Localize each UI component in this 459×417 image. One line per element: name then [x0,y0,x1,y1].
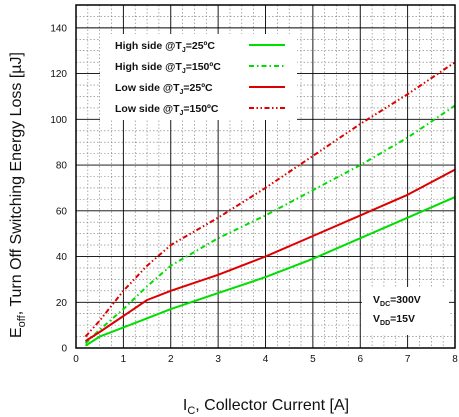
x-tick-label: 7 [405,354,411,365]
y-tick-label: 0 [61,344,67,355]
condition-label: VDD=15V [373,313,415,327]
x-tick-label: 5 [310,354,316,365]
y-tick-label: 60 [56,206,68,217]
legend-label: High side @TJ=150ºC [115,61,221,75]
legend-label: Low side @TJ=150ºC [115,103,219,117]
y-tick-label: 20 [56,298,68,309]
x-tick-label: 4 [263,354,269,365]
x-tick-label: 0 [73,354,79,365]
y-tick-label: 120 [50,69,67,80]
tick-labels: 0 20 40 60 80 100 120 140 0 1 2 3 4 5 6 7 8 [50,23,458,365]
legend-box [100,34,297,120]
x-axis-title: IC, Collector Current [A] [183,397,349,417]
series-line-4 [84,61,456,338]
condition-label: VDC=300V [373,294,421,308]
x-tick-label: 2 [168,354,174,365]
legend-label: Low side @TJ=25ºC [115,82,213,96]
x-tick-label: 3 [215,354,221,365]
series-lines [84,61,456,347]
x-tick-label: 8 [452,354,458,365]
series-line-1 [84,196,456,347]
conditions-box [362,287,449,335]
conditions-annotation: VDC=300V VDD=15V [362,287,449,335]
legend-label: High side @TJ=25ºC [115,40,215,54]
legend: High side @TJ=25ºC High side @TJ=150ºC Low… [100,34,297,120]
series-line-3 [84,168,456,342]
plot-frame [75,4,456,349]
y-axis-title: Eoff, Turn Off Switching Energy Loss [µJ… [8,52,28,338]
y-tick-label: 140 [50,23,67,34]
series-line-2 [84,104,456,345]
y-tick-label: 100 [50,115,67,126]
x-tick-label: 6 [357,354,363,365]
y-tick-label: 80 [56,161,68,172]
x-tick-label: 1 [121,354,127,365]
y-tick-label: 40 [56,252,68,263]
